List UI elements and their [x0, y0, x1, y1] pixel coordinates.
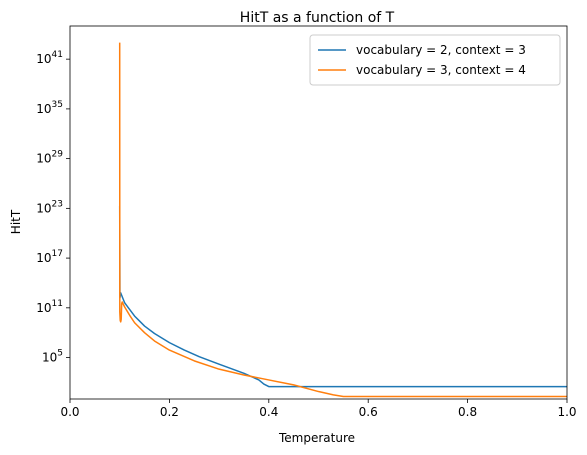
- x-tick-label: 0.0: [60, 405, 79, 419]
- plot-frame: [69, 25, 568, 400]
- axes: 0.0 0.2 0.4 0.6 0.8 1.0 105 1011 1017 1023 1029 103…: [36, 25, 577, 419]
- x-tick-label: 1.0: [557, 405, 576, 419]
- y-tick-label: 1035: [36, 100, 63, 116]
- chart-title: HitT as a function of T: [240, 10, 395, 26]
- y-tick-label: 1029: [36, 150, 63, 166]
- y-tick-label: 1023: [36, 199, 63, 215]
- series-line-2: [118, 42, 567, 398]
- legend-label-1: vocabulary = 2, context = 3: [356, 43, 526, 57]
- y-tick-label: 1017: [36, 249, 63, 265]
- y-tick-label: 105: [42, 349, 63, 365]
- x-axis-title: Temperature: [278, 431, 355, 445]
- legend-box: [309, 34, 561, 86]
- x-tick-label: 0.8: [458, 405, 477, 419]
- y-tick-label: 1041: [36, 50, 63, 66]
- plot-area: [118, 42, 567, 398]
- x-tick-label: 0.6: [359, 405, 378, 419]
- legend-label-2: vocabulary = 3, context = 4: [356, 63, 526, 77]
- x-tick-label: 0.2: [160, 405, 179, 419]
- x-tick-label: 0.4: [259, 405, 278, 419]
- y-axis-title: HitT: [9, 209, 23, 234]
- y-tick-label: 1011: [36, 299, 63, 315]
- legend: vocabulary = 2, context = 3 vocabulary = …: [309, 34, 561, 86]
